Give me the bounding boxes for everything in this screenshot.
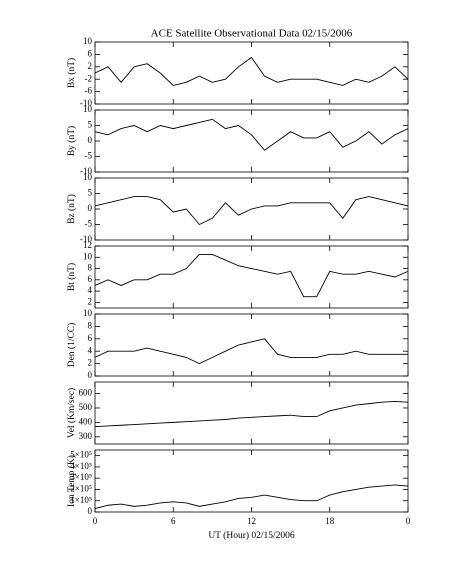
y-tick-label: 2 (88, 358, 93, 368)
panel-frame (94, 313, 409, 377)
y-tick-label: 5×10⁵ (70, 450, 92, 460)
y-tick-label: 6 (88, 333, 93, 343)
panel-frame (94, 245, 409, 309)
y-tick-label: 0 (88, 370, 93, 380)
y-axis-label: Ion Temp (K) (66, 455, 77, 507)
data-line (94, 196, 409, 226)
chart-title: ACE Satellite Observational Data 02/15/2… (151, 28, 353, 40)
x-axis-label: UT (Hour) 02/15/2006 (208, 530, 295, 541)
y-tick-label: -5 (85, 219, 93, 229)
y-tick-label: -10 (80, 166, 92, 176)
y-axis-label: Vel (Km/sec) (66, 388, 77, 438)
y-tick-label: 2 (88, 61, 93, 71)
x-tick-label: 6 (171, 516, 176, 526)
panel-frame (94, 381, 409, 445)
panel-frame (94, 449, 409, 513)
y-tick-label: 10 (83, 308, 93, 318)
y-tick-label: 10 (83, 36, 93, 46)
y-tick-label: 4×10⁵ (70, 461, 92, 471)
y-tick-label: 4 (88, 345, 93, 355)
y-tick-label: 1×10⁵ (70, 495, 92, 505)
y-tick-label: 10 (83, 104, 93, 114)
panel-frame (94, 109, 409, 173)
y-tick-label: 2×10⁵ (70, 484, 92, 494)
y-axis-label: Den (1/CC) (66, 323, 77, 368)
y-axis-label: Bz (nT) (66, 194, 77, 224)
y-tick-label: -2 (85, 73, 93, 83)
data-line (94, 118, 409, 151)
y-tick-label: 400 (79, 416, 93, 426)
y-tick-label: 8 (88, 263, 93, 273)
y-axis-label: Bx (nT) (66, 58, 77, 88)
x-tick-label: 18 (325, 516, 335, 526)
x-tick-label: 12 (247, 516, 256, 526)
y-tick-label: 3×10⁵ (70, 472, 92, 482)
data-line (94, 484, 409, 510)
y-tick-label: 600 (79, 388, 93, 398)
y-tick-label: 5 (88, 120, 93, 130)
y-tick-label: -5 (85, 151, 93, 161)
x-tick-label: 0 (93, 516, 98, 526)
y-tick-label: 10 (83, 172, 93, 182)
y-tick-label: 0 (88, 203, 93, 213)
data-line (94, 254, 409, 298)
y-tick-label: 0 (88, 135, 93, 145)
y-tick-label: 4 (88, 285, 93, 295)
data-line (94, 56, 409, 86)
y-tick-label: -10 (80, 234, 92, 244)
y-tick-label: -6 (85, 86, 93, 96)
y-tick-label: 6 (88, 274, 93, 284)
y-tick-label: 0 (88, 506, 93, 516)
data-line (94, 338, 408, 365)
y-tick-label: 500 (79, 402, 93, 412)
y-tick-label: 8 (88, 320, 93, 330)
y-tick-label: 2 (88, 296, 93, 306)
y-tick-label: 10 (83, 251, 93, 261)
y-tick-label: 6 (88, 48, 93, 58)
y-axis-label: By (nT) (66, 126, 77, 156)
data-line (94, 401, 409, 428)
panel-frame (94, 41, 409, 105)
x-tick-label: 0 (406, 516, 411, 526)
y-tick-label: 12 (83, 240, 92, 250)
y-tick-label: 300 (79, 431, 93, 441)
y-tick-label: -10 (80, 98, 92, 108)
y-axis-label: Bt (nT) (66, 263, 77, 291)
y-tick-label: 5 (88, 188, 93, 198)
